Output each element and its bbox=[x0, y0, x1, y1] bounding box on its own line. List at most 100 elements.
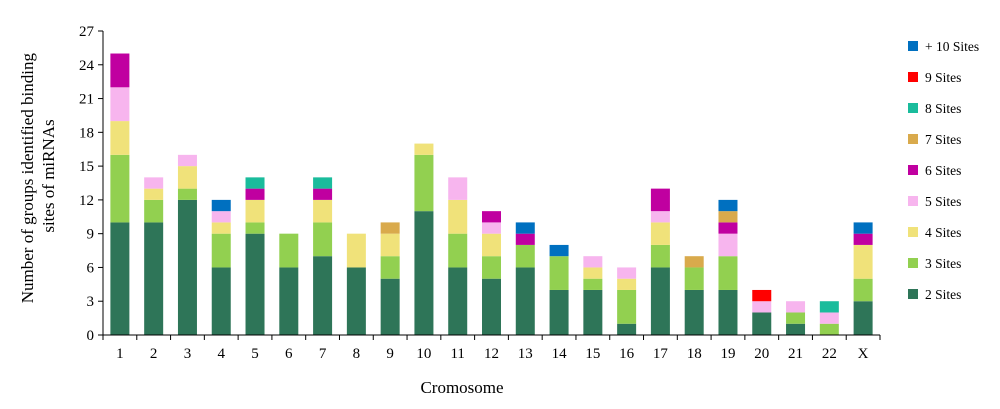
x-tick-label: 2 bbox=[150, 346, 158, 362]
bar-segment-21-5-sites bbox=[786, 301, 806, 313]
bar-segment-20-2-sites bbox=[752, 312, 772, 335]
x-tick-label: 19 bbox=[720, 346, 735, 362]
bar-segment-X-3-sites bbox=[853, 278, 873, 302]
bar-segment-5-6-sites bbox=[245, 188, 265, 200]
bar-segment-19-7-sites bbox=[718, 211, 738, 223]
bar-segment-5-3-sites bbox=[245, 222, 265, 234]
bar-segment-19-2-sites bbox=[718, 289, 738, 335]
bar-segment-15-3-sites bbox=[583, 278, 603, 290]
bar-segment-17-5-sites bbox=[650, 211, 670, 223]
bar-segment-6-3-sites bbox=[279, 233, 299, 268]
y-tick-label: 24 bbox=[79, 58, 95, 74]
bar-segment-12-6-sites bbox=[482, 211, 501, 223]
x-tick-label: X bbox=[858, 346, 869, 362]
bar-segment-13-6-sites bbox=[515, 233, 535, 245]
bar-segment-11-3-sites bbox=[448, 233, 468, 268]
bar-segment-18-2-sites bbox=[684, 289, 704, 335]
x-tick-label: 8 bbox=[353, 346, 361, 362]
x-tick-label: 9 bbox=[386, 346, 394, 362]
bar-segment-X-6-sites bbox=[853, 233, 873, 245]
legend-label: 5 Sites bbox=[925, 194, 961, 209]
bar-segment-19--10-sites bbox=[718, 199, 738, 212]
x-tick-label: 4 bbox=[217, 346, 225, 362]
legend-swatch bbox=[908, 258, 918, 268]
bar-segment-4-5-sites bbox=[211, 211, 231, 223]
x-tick-label: 15 bbox=[585, 346, 600, 362]
x-tick-label: 14 bbox=[552, 346, 568, 362]
y-tick-label: 12 bbox=[79, 193, 94, 209]
legend-swatch bbox=[908, 41, 918, 51]
bar-segment-16-2-sites bbox=[617, 323, 637, 335]
x-tick-label: 6 bbox=[285, 346, 293, 362]
y-tick-label: 15 bbox=[79, 159, 94, 175]
bar-segment-X--10-sites bbox=[853, 222, 873, 234]
bar-segment-16-5-sites bbox=[617, 267, 637, 279]
bar-segment-22-8-sites bbox=[819, 301, 839, 313]
legend-label: 4 Sites bbox=[925, 225, 961, 240]
x-tick-label: 11 bbox=[450, 346, 464, 362]
bar-segment-22-5-sites bbox=[819, 312, 839, 324]
y-axis-title-line-1: Number of groups identified binding bbox=[18, 53, 37, 304]
x-tick-label: 17 bbox=[653, 346, 669, 362]
y-tick-label: 21 bbox=[79, 92, 94, 108]
bar-segment-2-3-sites bbox=[144, 199, 164, 223]
bar-segment-12-3-sites bbox=[482, 256, 501, 279]
bar-segment-6-2-sites bbox=[279, 267, 299, 335]
bar-segment-11-5-sites bbox=[448, 177, 468, 200]
bar-segment-3-4-sites bbox=[177, 166, 197, 189]
bars-layer bbox=[110, 53, 873, 335]
bar-segment-4-4-sites bbox=[211, 222, 231, 234]
bar-segment-19-3-sites bbox=[718, 256, 738, 290]
bar-segment-13--10-sites bbox=[515, 222, 535, 234]
bar-segment-5-8-sites bbox=[245, 177, 265, 189]
bar-segment-11-2-sites bbox=[448, 267, 468, 335]
bar-segment-13-2-sites bbox=[515, 267, 535, 335]
bar-segment-X-2-sites bbox=[853, 301, 873, 335]
legend-label: 7 Sites bbox=[925, 132, 961, 147]
x-tick-label: 22 bbox=[822, 346, 837, 362]
bar-segment-20-9-sites bbox=[752, 289, 772, 302]
bar-segment-8-4-sites bbox=[346, 233, 366, 268]
bar-segment-17-6-sites bbox=[650, 188, 670, 212]
y-tick-label: 27 bbox=[79, 24, 95, 40]
legend-swatch bbox=[908, 134, 918, 144]
bar-segment-18-3-sites bbox=[684, 267, 704, 290]
legend-label: 9 Sites bbox=[925, 70, 961, 85]
x-tick-label: 21 bbox=[788, 346, 803, 362]
bar-segment-11-4-sites bbox=[448, 199, 468, 234]
bar-segment-14-3-sites bbox=[549, 256, 569, 290]
bar-segment-1-5-sites bbox=[110, 87, 130, 122]
bar-segment-14-2-sites bbox=[549, 289, 569, 335]
bar-segment-7-2-sites bbox=[313, 256, 333, 335]
bar-segment-1-6-sites bbox=[110, 53, 130, 88]
y-tick-label: 0 bbox=[87, 328, 95, 344]
legend-label: + 10 Sites bbox=[925, 39, 979, 54]
legend-label: 6 Sites bbox=[925, 163, 961, 178]
bar-segment-13-3-sites bbox=[515, 244, 535, 268]
y-tick-label: 6 bbox=[87, 260, 95, 276]
x-tick-label: 5 bbox=[251, 346, 259, 362]
bar-segment-7-4-sites bbox=[313, 199, 333, 223]
bar-segment-8-2-sites bbox=[346, 267, 366, 335]
y-tick-label: 9 bbox=[87, 227, 95, 243]
bar-segment-3-2-sites bbox=[177, 199, 197, 335]
legend-swatch bbox=[908, 227, 918, 237]
bar-segment-7-6-sites bbox=[313, 188, 333, 200]
bar-segment-10-4-sites bbox=[414, 143, 434, 155]
bar-segment-7-3-sites bbox=[313, 222, 333, 257]
bar-segment-9-4-sites bbox=[380, 233, 400, 257]
y-axis-title: Number of groups identified binding site… bbox=[18, 49, 58, 304]
bar-segment-3-5-sites bbox=[177, 154, 197, 167]
bar-segment-16-3-sites bbox=[617, 289, 637, 324]
legend-swatch bbox=[908, 289, 918, 299]
legend-swatch bbox=[908, 196, 918, 206]
bar-segment-4-3-sites bbox=[211, 233, 231, 268]
bar-segment-14--10-sites bbox=[549, 244, 569, 257]
bar-segment-2-5-sites bbox=[144, 177, 164, 189]
legend: + 10 Sites 9 Sites 8 Sites 7 Sites 6 Sites 5 … bbox=[908, 39, 979, 302]
y-tick-label: 18 bbox=[79, 125, 94, 141]
bar-segment-5-4-sites bbox=[245, 199, 265, 223]
x-tick-label: 10 bbox=[416, 346, 431, 362]
x-tick-label: 20 bbox=[754, 346, 769, 362]
